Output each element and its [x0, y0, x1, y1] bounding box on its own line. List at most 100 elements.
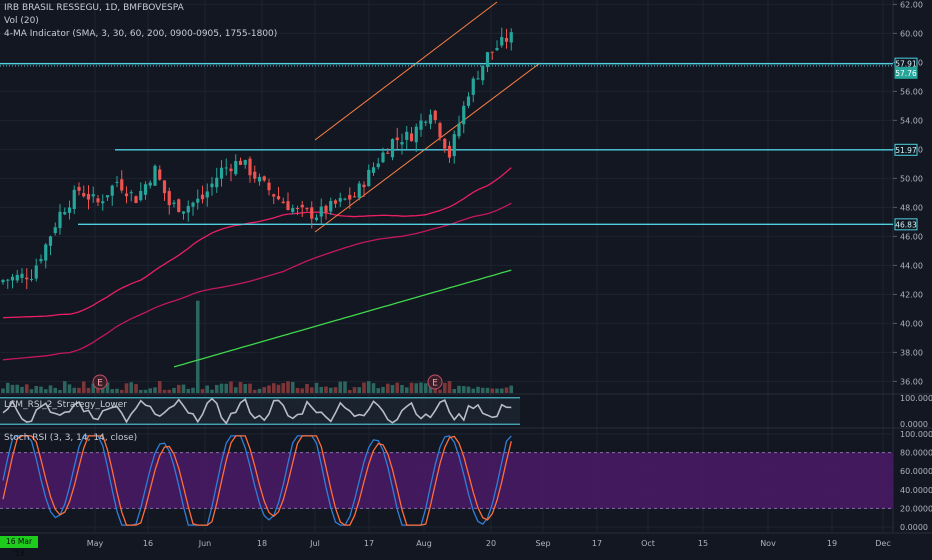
pane-separators — [0, 0, 932, 534]
time-tick-label: 15 — [698, 539, 708, 548]
candle-body — [414, 126, 418, 143]
time-axis[interactable]: May 16 Jun 18 Jul 17 Aug 20 Sep 17 Oct 15 Nov 19 Dec — [87, 539, 891, 548]
candle-body — [243, 160, 247, 165]
candle-body — [196, 198, 200, 203]
volume-bar — [181, 384, 186, 393]
stoch-tick-label: 40.0000 — [900, 486, 932, 495]
earnings-marker-label: E — [432, 379, 438, 389]
candle-body — [509, 32, 513, 43]
candle-body — [210, 183, 214, 188]
volume-bar — [191, 387, 195, 393]
rsi-tick-label: 0.0000 — [900, 420, 928, 429]
volume-bar — [143, 389, 148, 393]
candle-body — [162, 180, 167, 194]
volume-bar — [271, 383, 276, 393]
candle-body — [466, 96, 471, 106]
candle-body — [96, 198, 100, 203]
ma-legend[interactable]: 4-MA Indicator (SMA, 3, 30, 60, 200, 090… — [4, 29, 278, 39]
time-tick-label: 19 — [827, 539, 837, 548]
candle-body — [82, 193, 86, 197]
volume-bar — [314, 382, 319, 393]
trend-channel[interactable] — [314, 1, 541, 233]
candle-body — [452, 134, 456, 157]
volume-bar — [404, 387, 409, 393]
volume-bar — [43, 389, 48, 393]
volume-bar — [20, 386, 24, 393]
candle-body — [386, 152, 390, 154]
candle-body — [25, 277, 29, 280]
volume-bar — [53, 387, 58, 393]
volume-bar — [471, 388, 476, 393]
volume-bar — [381, 386, 385, 393]
horizontal-levels[interactable] — [0, 62, 893, 226]
candle-body — [310, 207, 314, 219]
candle-body — [86, 193, 91, 200]
volume-bar — [385, 383, 390, 393]
volume-bar — [438, 389, 442, 393]
candle-body — [371, 167, 376, 173]
volume-bar — [243, 384, 248, 393]
volume-bar — [295, 387, 300, 393]
candle-body — [224, 167, 228, 169]
earnings-marker — [92, 374, 108, 390]
candle-body — [281, 201, 285, 204]
candle-body — [63, 212, 67, 215]
stoch-tick-label: 80.0000 — [900, 449, 932, 458]
volume-bar — [248, 383, 252, 393]
stoch-legend[interactable]: Stoch RSI (3, 3, 14, 14, close) — [4, 433, 138, 443]
price-label-text: 46.83 — [895, 220, 917, 229]
volume-bar — [276, 384, 281, 393]
volume-bar — [442, 382, 447, 393]
volume-bar — [252, 389, 257, 393]
candle-body — [471, 78, 475, 95]
volume-bar — [319, 386, 324, 393]
volume-legend[interactable]: Vol (20) — [4, 16, 39, 26]
volume-bar — [10, 384, 15, 393]
volume-bar — [309, 387, 314, 393]
candle-body — [419, 120, 423, 130]
volume-bar — [400, 384, 404, 393]
price-tick-label: 36.00 — [900, 377, 923, 386]
candles — [1, 27, 513, 290]
volume-bar — [338, 381, 343, 393]
price-axis[interactable]: 62.0060.0058.0056.0054.0052.0050.0048.00… — [893, 0, 932, 532]
volume-bar — [466, 386, 471, 393]
volume-bar — [409, 382, 414, 393]
time-tick-label: 17 — [364, 539, 374, 548]
candle-body — [324, 205, 328, 213]
rsi-legend[interactable]: LCM_RSI_2_Strategy_Lower — [4, 400, 127, 410]
volume-bar — [205, 385, 210, 393]
volume-bar — [290, 381, 295, 393]
rsi-line — [2, 397, 512, 425]
candle-body — [238, 160, 243, 165]
time-tick-label: Nov — [760, 539, 776, 548]
volume-bar — [286, 381, 290, 393]
time-tick-label: 17 — [592, 539, 602, 548]
stoch-tick-label: 60.0000 — [900, 467, 932, 476]
candle-body — [105, 195, 110, 198]
candle-body — [381, 152, 385, 163]
candle-body — [357, 183, 361, 198]
candle-body — [44, 244, 48, 261]
candle-body — [400, 142, 404, 145]
volume-bar — [58, 389, 62, 393]
volume-bar — [343, 381, 347, 393]
volume-bar — [34, 385, 39, 393]
candle-body — [395, 137, 399, 141]
candle-body — [1, 280, 5, 283]
candle-body — [219, 167, 224, 179]
volume-bar — [229, 381, 233, 393]
candle-body — [481, 65, 485, 81]
rsi-tick-label: 100.0000 — [900, 394, 932, 403]
volume-bar — [414, 383, 419, 393]
candle-body — [376, 163, 380, 168]
price-tick-label: 62.00 — [900, 0, 923, 9]
symbol-legend[interactable]: IRB BRASIL RESSEGU, 1D, BMFBOVESPA — [4, 3, 184, 13]
stoch-k-line — [2, 435, 512, 526]
candle-body — [229, 168, 233, 172]
volume-bar — [428, 383, 433, 393]
candle-body — [348, 195, 352, 200]
volume-bar — [352, 387, 357, 393]
volume-bar — [62, 381, 67, 393]
